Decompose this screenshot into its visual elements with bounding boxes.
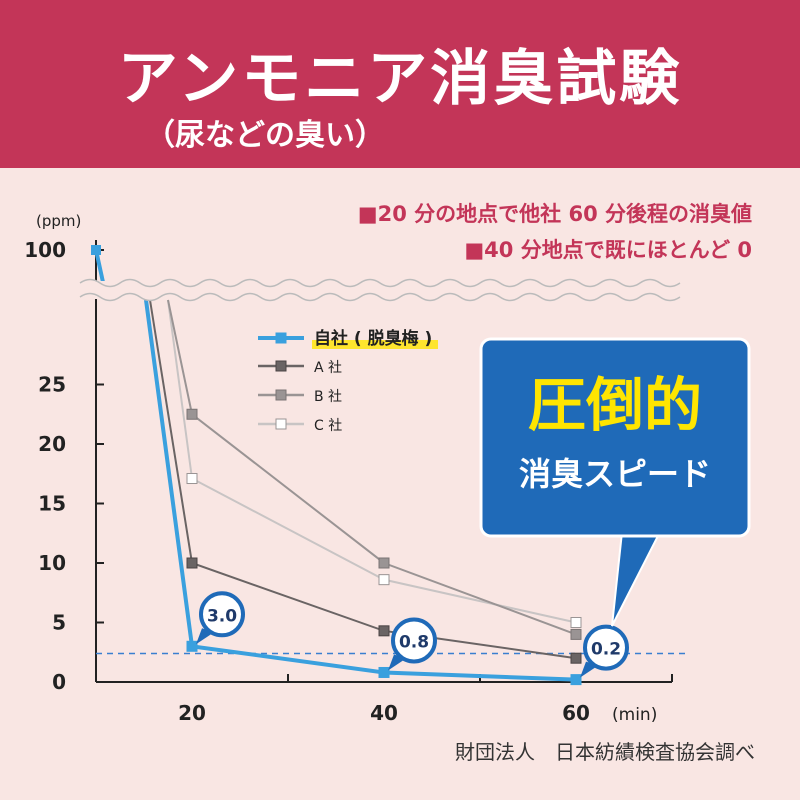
- page-title: アンモニア消臭試験: [117, 44, 683, 114]
- data-point-a: [186, 557, 198, 569]
- legend-label: C 社: [314, 418, 342, 434]
- data-point-c: [186, 473, 198, 485]
- series-line-a: [149, 299, 577, 660]
- data-point-b: [186, 408, 198, 420]
- y-axis-unit: (ppm): [36, 212, 81, 230]
- data-point-own: [91, 245, 101, 255]
- note-40min: ■40 分地点で既にほとんど 0: [464, 238, 752, 262]
- data-point-b: [378, 557, 390, 569]
- y-tick-label: 10: [38, 551, 66, 575]
- value-bubble: [391, 617, 437, 664]
- series-line-own: [144, 299, 577, 682]
- legend-swatch-marker: [275, 418, 287, 430]
- data-point-c: [570, 617, 582, 628]
- y-tick-label: 100: [24, 238, 66, 262]
- note-20min: ■20 分の地点で他社 60 分後程の消臭値: [357, 202, 752, 226]
- axis-break-wave: [79, 278, 681, 288]
- data-point-c: [378, 574, 390, 586]
- legend-highlight: [312, 340, 438, 349]
- page-subtitle: （尿などの臭い）: [145, 118, 385, 153]
- data-label: 0.8: [399, 632, 429, 652]
- header-banner: アンモニア消臭試験 （尿などの臭い）: [0, 0, 800, 168]
- value-bubble: [199, 591, 245, 638]
- series-line-b: [167, 299, 577, 636]
- y-tick-label: 0: [52, 670, 66, 694]
- x-tick-label: 60: [562, 701, 590, 725]
- callout-headline: 圧倒的: [528, 371, 702, 439]
- legend-swatch-marker: [275, 389, 287, 401]
- data-point-own: [186, 640, 198, 652]
- legend-swatch-marker: [275, 360, 287, 372]
- y-tick-label: 15: [38, 492, 66, 516]
- callout-box: [479, 337, 751, 538]
- data-point-b: [570, 628, 582, 640]
- data-point-own: [570, 674, 582, 686]
- legend-swatch-marker: [275, 332, 287, 344]
- y-tick-label: 20: [38, 432, 66, 456]
- legend-label: A 社: [314, 360, 342, 376]
- axis-break-band: [80, 281, 660, 299]
- series-line-c: [167, 299, 577, 624]
- x-tick-label: 40: [370, 701, 398, 725]
- y-tick-label: 25: [38, 373, 66, 397]
- legend-label: B 社: [314, 389, 342, 405]
- data-label: 0.2: [591, 640, 621, 660]
- source-credit: 財団法人 日本紡績検査協会調べ: [455, 740, 755, 764]
- data-label: 3.0: [207, 606, 237, 626]
- y-tick-label: 5: [52, 611, 66, 635]
- x-axis-unit: (min): [612, 705, 657, 725]
- data-point-own: [378, 666, 390, 678]
- legend-label: 自社 ( 脱臭梅 ): [314, 328, 432, 349]
- value-bubble: [583, 624, 629, 671]
- callout-subtext: 消臭スピード: [519, 455, 711, 493]
- data-point-a: [570, 652, 582, 664]
- callout-tail: [611, 531, 662, 627]
- data-point-a: [378, 625, 390, 637]
- x-tick-label: 20: [178, 701, 206, 725]
- axis-break-wave: [79, 292, 681, 302]
